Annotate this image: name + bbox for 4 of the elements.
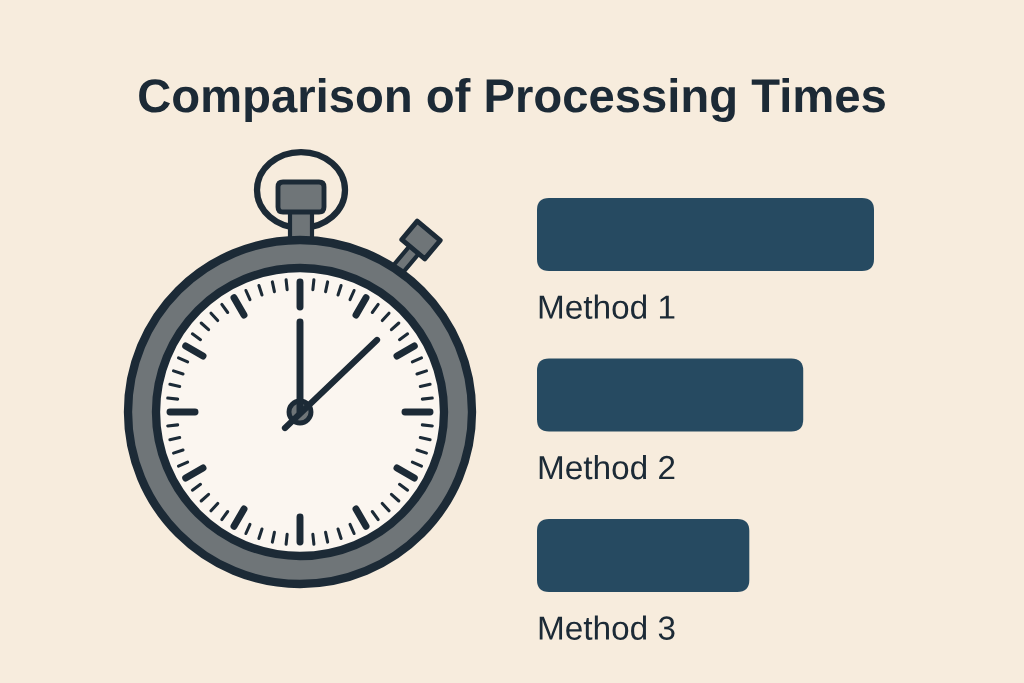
y-tick-label: Method 1 [539,294,675,319]
y-tick-label: Method 3 [539,615,675,640]
chart-title: Comparison of Processing Times [139,77,885,123]
y-tick-label: Method 2 [539,454,675,480]
